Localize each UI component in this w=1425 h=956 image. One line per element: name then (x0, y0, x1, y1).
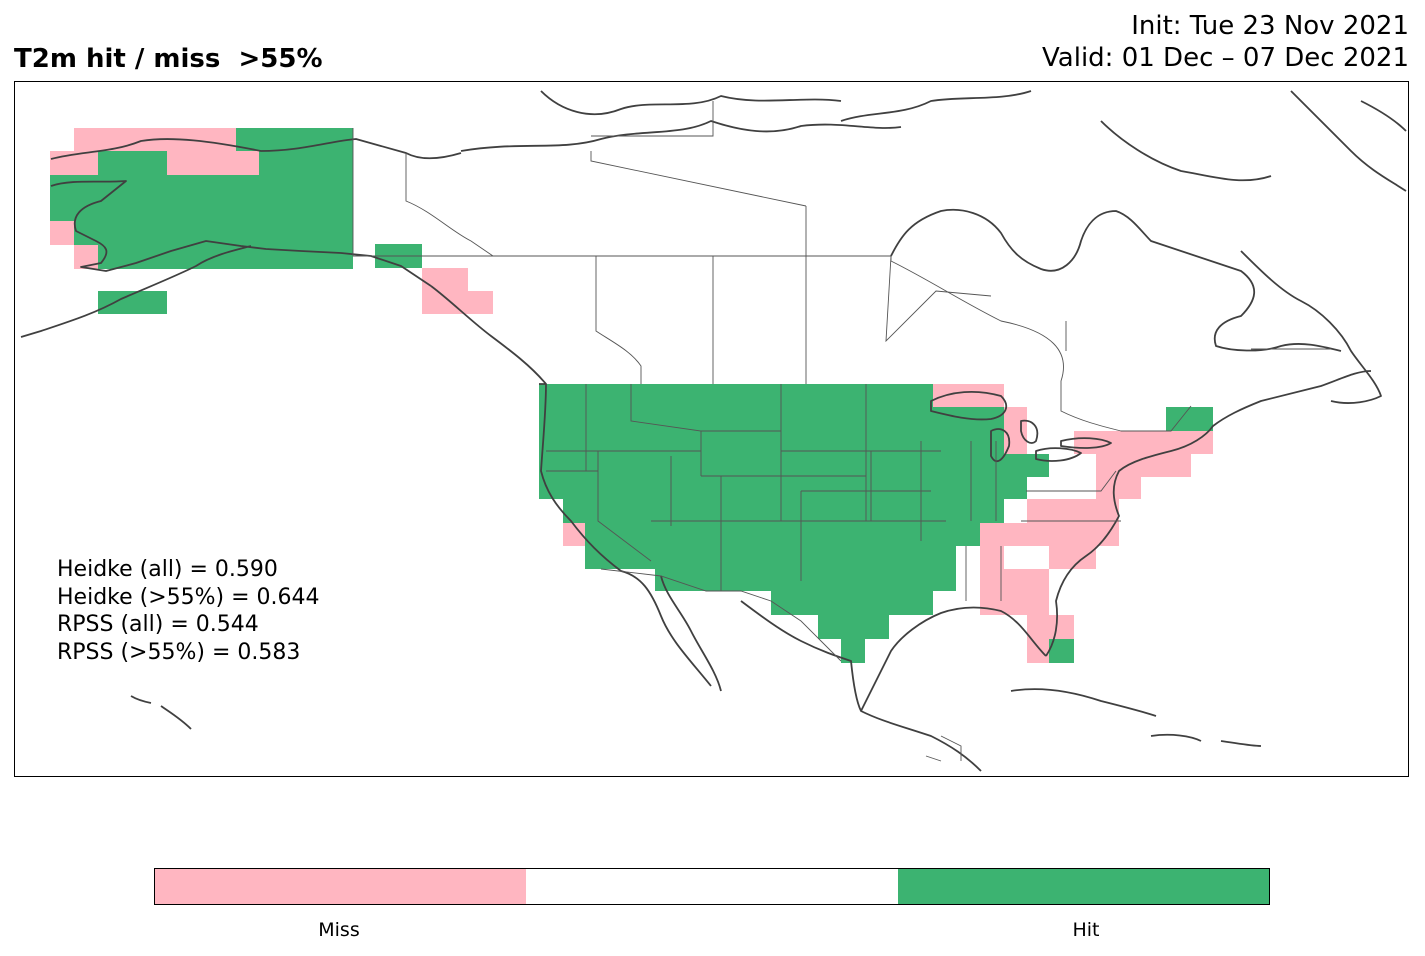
colorbar-miss-segment (155, 869, 527, 904)
rpss-all: RPSS (all) = 0.544 (57, 612, 259, 637)
map-panel (14, 81, 1409, 777)
atlantic-coast (1045, 370, 1372, 657)
caribbean-islands (130, 688, 1262, 747)
pacific-coast (430, 285, 722, 692)
alaska-miss-cells (50, 128, 259, 269)
heidke-all: Heidke (all) = 0.590 (57, 557, 278, 582)
great-lakes (930, 391, 1112, 463)
coastlines (20, 90, 1407, 772)
legend-miss-label: Miss (318, 919, 360, 941)
canadian-provinces (405, 101, 1331, 384)
greenland-coast (1290, 90, 1407, 192)
canada-arctic-coast (460, 90, 1272, 182)
date-info: Init: Tue 23 Nov 2021 Valid: 01 Dec – 07… (1042, 10, 1409, 74)
valid-range: Valid: 01 Dec – 07 Dec 2021 (1042, 43, 1409, 73)
colorbar-neutral-segment (526, 869, 898, 904)
panhandle-miss-cells (422, 268, 493, 314)
alaska-hit-cells (50, 128, 353, 314)
legend-colorbar (154, 868, 1270, 905)
alaska-cells (50, 128, 353, 314)
labrador-coast (1240, 250, 1382, 404)
mexico-gulf-coast (740, 600, 1047, 772)
heidke-55: Heidke (>55%) = 0.644 (57, 584, 320, 610)
hudson-bay-coast (890, 208, 1342, 352)
mexico-border (600, 568, 962, 762)
map-svg (20, 90, 1407, 772)
conus-hit-cells (539, 384, 1213, 663)
init-date: Init: Tue 23 Nov 2021 (1131, 11, 1409, 41)
colorbar-hit-segment (897, 869, 1269, 904)
panhandle-cells (375, 244, 493, 314)
us-state-lines (546, 384, 1121, 601)
borders (352, 101, 1331, 762)
canada-us-border (352, 128, 1192, 432)
map-title: T2m hit / miss >55% (14, 44, 323, 74)
alaska-coast (20, 138, 462, 338)
skill-scores: Heidke (all) = 0.590 Heidke (>55%) = 0.6… (57, 556, 320, 666)
conus-miss-cells (563, 384, 1213, 663)
rpss-55: RPSS (>55%) = 0.583 (57, 639, 301, 665)
legend-hit-label: Hit (1072, 919, 1100, 941)
